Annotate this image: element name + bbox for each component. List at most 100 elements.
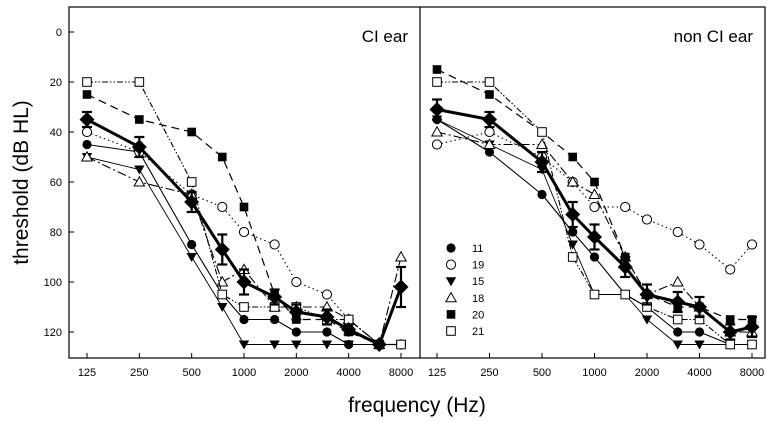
series-line-20 <box>86 93 401 346</box>
point-11 <box>82 139 92 150</box>
legend-marker-19 <box>445 259 457 270</box>
point-21 <box>537 127 547 137</box>
x-tick-label: 500 <box>533 367 551 379</box>
panel-1: 125 250 500 1000 2000 4000 8000 CI ear <box>78 27 413 379</box>
point-19 <box>269 239 280 250</box>
legend-marker-11 <box>446 243 456 253</box>
point-15 <box>672 340 683 350</box>
y-tick-label: 120 <box>44 327 62 339</box>
x-tick-label: 4000 <box>687 367 711 379</box>
point-21 <box>589 289 600 300</box>
x-tick-label: 1000 <box>582 367 606 379</box>
point-11 <box>484 147 495 157</box>
point-mean <box>214 242 230 257</box>
series-11 <box>82 139 406 350</box>
point-19 <box>238 226 250 238</box>
point-15 <box>186 253 197 262</box>
point-11 <box>270 314 280 325</box>
y-tick-label: 60 <box>50 177 62 189</box>
x-tick-label: 125 <box>428 367 446 379</box>
point-18 <box>394 250 408 262</box>
series-21 <box>432 77 757 350</box>
x-axis-title: frequency (Hz) <box>348 394 486 417</box>
series-mean <box>429 98 760 341</box>
point-20 <box>568 152 578 162</box>
series-21 <box>82 77 406 350</box>
point-15 <box>567 240 578 250</box>
point-11 <box>673 327 683 337</box>
point-mean <box>429 102 445 117</box>
point-mean <box>79 112 95 127</box>
series-line-11 <box>86 143 401 346</box>
point-21 <box>82 77 92 87</box>
point-21 <box>747 339 757 350</box>
y-tick-label: 20 <box>50 77 62 89</box>
point-mean <box>587 229 602 245</box>
point-20 <box>135 115 144 124</box>
panel-2: 125 250 500 1000 2000 4000 8000 non CI ear <box>428 27 764 379</box>
point-11 <box>239 314 249 325</box>
x-tick-label: 250 <box>130 367 148 379</box>
point-21 <box>484 77 495 87</box>
point-21 <box>432 77 442 87</box>
point-20 <box>239 202 249 212</box>
point-19 <box>725 264 736 275</box>
x-tick-label: 1000 <box>232 367 256 379</box>
point-21 <box>239 302 249 312</box>
legend-marker-21 <box>446 326 456 336</box>
point-15 <box>134 165 145 175</box>
point-mean <box>617 259 633 275</box>
point-11 <box>291 327 301 337</box>
point-11 <box>589 252 600 262</box>
point-19 <box>620 201 631 213</box>
point-20 <box>590 177 599 187</box>
point-18 <box>133 175 146 187</box>
point-11 <box>187 239 197 250</box>
legend-marker-15 <box>445 277 457 287</box>
point-18 <box>671 275 684 287</box>
point-21 <box>217 289 228 300</box>
point-20 <box>82 90 92 99</box>
point-20 <box>485 90 494 99</box>
point-mean <box>692 299 707 315</box>
y-axis-title: threshold (dB HL) <box>10 100 33 265</box>
legend-label-20: 20 <box>472 309 484 321</box>
point-18 <box>80 150 94 162</box>
legend: 11 19 15 18 20 21 <box>444 243 484 338</box>
point-19 <box>589 201 600 213</box>
point-mean <box>670 294 686 310</box>
point-mean <box>184 194 200 210</box>
point-mean <box>744 319 760 335</box>
point-21 <box>725 339 736 350</box>
point-mean <box>288 304 304 320</box>
point-mean <box>341 322 357 337</box>
legend-label-21: 21 <box>472 326 484 338</box>
point-mean <box>639 287 655 302</box>
point-11 <box>694 327 705 337</box>
legend-label-15: 15 <box>472 276 484 288</box>
x-tick-label: 2000 <box>635 367 659 379</box>
series-19 <box>431 126 758 275</box>
legend-label-11: 11 <box>472 243 483 255</box>
point-21 <box>396 339 406 350</box>
x-tick-label: 8000 <box>389 367 413 379</box>
y-tick-label: 80 <box>50 227 62 239</box>
panel-title: CI ear <box>362 27 409 46</box>
point-21 <box>186 177 197 187</box>
x-tick-label: 500 <box>182 367 200 379</box>
x-tick-label: 8000 <box>740 367 764 379</box>
point-19 <box>694 239 705 250</box>
point-15 <box>321 340 333 350</box>
point-15 <box>238 340 250 350</box>
point-21 <box>620 289 631 300</box>
point-19 <box>484 126 495 138</box>
point-19 <box>641 214 653 225</box>
series-line-18 <box>436 131 752 333</box>
point-11 <box>322 327 332 337</box>
point-15 <box>291 340 302 350</box>
point-mean <box>722 324 738 340</box>
point-mean <box>371 337 387 352</box>
legend-label-19: 19 <box>472 260 484 272</box>
panel-title: non CI ear <box>674 27 754 46</box>
